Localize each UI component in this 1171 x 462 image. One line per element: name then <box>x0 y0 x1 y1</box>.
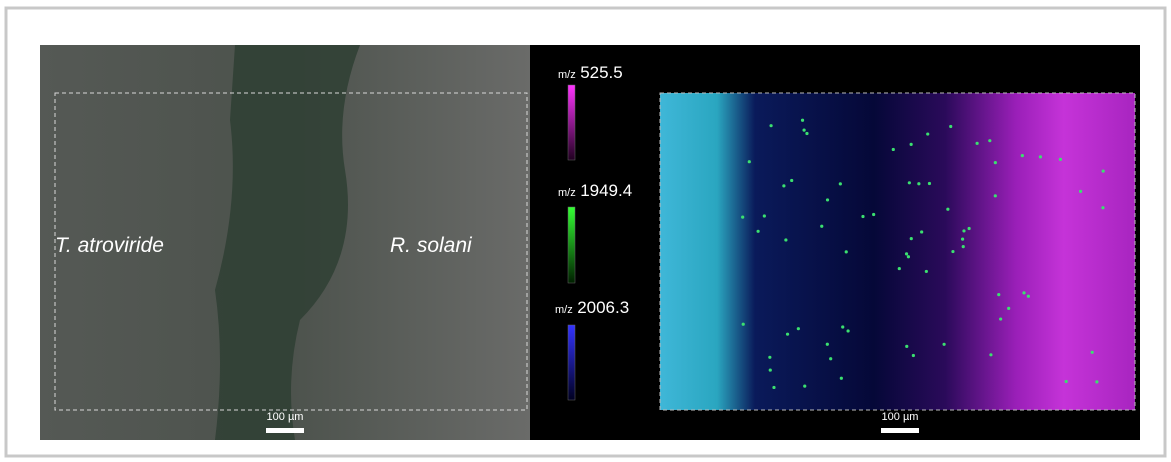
signal-dot <box>961 238 964 241</box>
signal-dot <box>905 345 908 348</box>
signal-dot <box>741 216 744 219</box>
signal-dot <box>994 161 997 164</box>
signal-dot <box>826 198 829 201</box>
signal-dot <box>829 357 832 360</box>
signal-dot <box>988 139 991 142</box>
signal-dot <box>999 317 1002 320</box>
organism-label: T. atroviride <box>55 234 164 257</box>
signal-dot <box>912 354 915 357</box>
signal-dot <box>802 128 805 131</box>
signal-dot <box>820 225 823 228</box>
signal-dot <box>1091 351 1094 354</box>
signal-dot <box>797 327 800 330</box>
signal-dot <box>826 343 829 346</box>
signal-dot <box>910 143 913 146</box>
signal-dot <box>1065 380 1068 383</box>
signal-dot <box>905 252 908 255</box>
signal-dot <box>748 160 751 163</box>
colorbar <box>568 85 575 160</box>
signal-dot <box>769 368 772 371</box>
signal-dot <box>1027 295 1030 298</box>
signal-dot <box>861 215 864 218</box>
signal-dot <box>908 181 911 184</box>
signal-dot <box>1007 307 1010 310</box>
signal-dot <box>962 245 965 248</box>
signal-dot <box>910 237 913 240</box>
msi-image <box>660 93 1135 410</box>
signal-dot <box>951 250 954 253</box>
signal-dot <box>763 214 766 217</box>
signal-dot <box>949 125 952 128</box>
scale-label: 100 µm <box>267 411 304 423</box>
signal-dot <box>907 255 910 258</box>
scale-label: 100 µm <box>882 411 919 423</box>
signal-dot <box>946 208 949 211</box>
signal-dot <box>805 132 808 135</box>
signal-dot <box>925 270 928 273</box>
signal-dot <box>962 229 965 232</box>
signal-dot <box>1095 380 1098 383</box>
signal-dot <box>920 230 923 233</box>
signal-dot <box>968 227 971 230</box>
scale-bar <box>881 428 919 433</box>
signal-dot <box>994 194 997 197</box>
signal-dot <box>892 148 895 151</box>
signal-dot <box>839 182 842 185</box>
signal-dot <box>841 325 844 328</box>
signal-dot <box>928 182 931 185</box>
signal-dot <box>872 213 875 216</box>
figure: T. atroviride R. solani 100 µm m/z 525.5… <box>0 0 1171 462</box>
scale-bar <box>266 428 304 433</box>
signal-dot <box>917 182 920 185</box>
colorbar <box>568 207 575 283</box>
signal-dot <box>898 267 901 270</box>
signal-dot <box>1021 154 1024 157</box>
signal-dot <box>997 293 1000 296</box>
signal-dot <box>757 230 760 233</box>
signal-dot <box>1059 158 1062 161</box>
signal-dot <box>782 184 785 187</box>
signal-dot <box>801 119 804 122</box>
signal-dot <box>926 132 929 135</box>
signal-dot <box>845 250 848 253</box>
signal-dot <box>943 343 946 346</box>
signal-dot <box>784 238 787 241</box>
signal-dot <box>790 179 793 182</box>
signal-dot <box>803 385 806 388</box>
signal-dot <box>846 329 849 332</box>
signal-dot <box>768 356 771 359</box>
signal-dot <box>1102 169 1105 172</box>
colorbar <box>568 325 575 400</box>
signal-dot <box>742 323 745 326</box>
signal-dot <box>786 333 789 336</box>
signal-dot <box>1022 291 1025 294</box>
organism-label: R. solani <box>390 234 473 257</box>
signal-dot <box>1101 206 1104 209</box>
signal-dot <box>976 142 979 145</box>
signal-dot <box>840 377 843 380</box>
signal-dot <box>1039 155 1042 158</box>
signal-dot <box>769 124 772 127</box>
signal-dot <box>772 386 775 389</box>
signal-dot <box>989 353 992 356</box>
signal-dot <box>1079 190 1082 193</box>
